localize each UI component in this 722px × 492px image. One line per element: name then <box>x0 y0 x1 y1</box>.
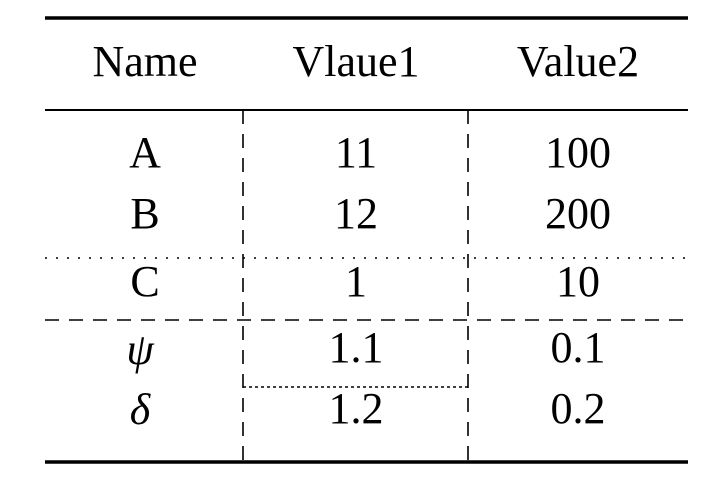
cell: 10 <box>556 257 600 306</box>
cell: 1.1 <box>329 323 384 372</box>
header-cell: Value2 <box>517 37 639 86</box>
cell: ψ <box>126 325 154 374</box>
header-cell: Name <box>92 37 197 86</box>
cell: 12 <box>334 189 378 238</box>
cell: C <box>130 257 159 306</box>
cell: 11 <box>335 128 377 177</box>
cell: 200 <box>545 189 611 238</box>
cell: 1 <box>345 257 367 306</box>
cell: δ <box>130 385 152 434</box>
cell: B <box>130 189 159 238</box>
header-cell: Vlaue1 <box>292 37 419 86</box>
cell: 1.2 <box>329 384 384 433</box>
cell: 0.1 <box>551 323 606 372</box>
cell: 0.2 <box>551 384 606 433</box>
cell: 100 <box>545 128 611 177</box>
cell: A <box>129 128 161 177</box>
